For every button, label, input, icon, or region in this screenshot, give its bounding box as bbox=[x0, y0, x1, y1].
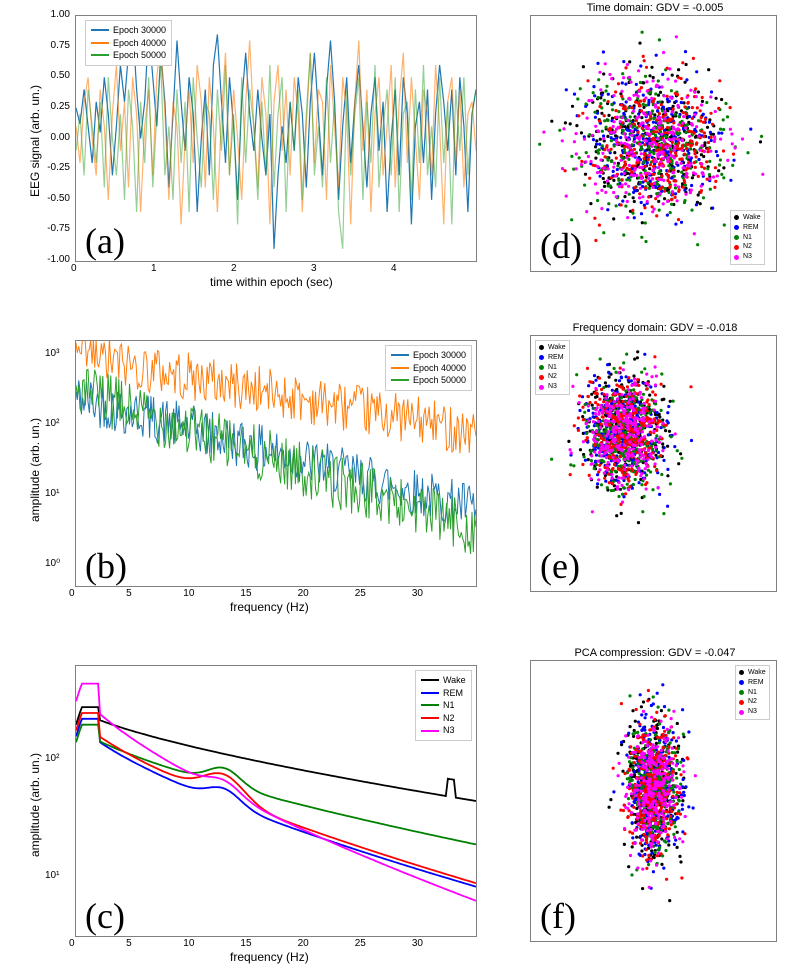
legend-item: Epoch 40000 bbox=[91, 37, 166, 50]
legend-item: Wake bbox=[734, 213, 761, 223]
legend-item: REM bbox=[539, 353, 566, 363]
legend-item: N2 bbox=[539, 372, 566, 382]
legend-item: N1 bbox=[739, 688, 766, 698]
panel-c-ylabel: amplitude (arb. un.) bbox=[28, 737, 42, 857]
legend-item: N3 bbox=[734, 252, 761, 262]
legend-item: N3 bbox=[539, 382, 566, 392]
panel-c-label: (c) bbox=[85, 895, 125, 937]
panel-e-label: (e) bbox=[540, 545, 580, 587]
legend-item: Epoch 40000 bbox=[391, 362, 466, 375]
panel-a-legend: Epoch 30000 Epoch 40000 Epoch 50000 bbox=[85, 20, 172, 66]
panel-b-label: (b) bbox=[85, 545, 127, 587]
panel-f-title: PCA compression: GDV = -0.047 bbox=[555, 647, 755, 659]
panel-b-ylabel: amplitude (arb. un.) bbox=[28, 402, 42, 522]
panel-f-legend: Wake REM N1 N2 N3 bbox=[735, 665, 770, 720]
legend-item: REM bbox=[421, 687, 466, 700]
panel-d-label: (d) bbox=[540, 225, 582, 267]
legend-item: N2 bbox=[739, 697, 766, 707]
legend-item: Epoch 50000 bbox=[391, 374, 466, 387]
legend-item: N3 bbox=[739, 707, 766, 717]
legend-item: N2 bbox=[421, 712, 466, 725]
legend-item: Epoch 30000 bbox=[91, 24, 166, 37]
legend-item: N1 bbox=[539, 363, 566, 373]
panel-b-xlabel: frequency (Hz) bbox=[230, 600, 309, 614]
legend-item: Epoch 30000 bbox=[391, 349, 466, 362]
legend-item: REM bbox=[739, 678, 766, 688]
legend-item: Wake bbox=[739, 668, 766, 678]
panel-b-legend: Epoch 30000 Epoch 40000 Epoch 50000 bbox=[385, 345, 472, 391]
legend-item: REM bbox=[734, 223, 761, 233]
panel-c-legend: Wake REM N1 N2 N3 bbox=[415, 670, 472, 741]
panel-f-label: (f) bbox=[540, 895, 576, 937]
panel-a-xlabel: time within epoch (sec) bbox=[210, 275, 333, 289]
panel-a-label: (a) bbox=[85, 220, 125, 262]
legend-item: N1 bbox=[421, 699, 466, 712]
legend-item: N3 bbox=[421, 724, 466, 737]
legend-item: N1 bbox=[734, 233, 761, 243]
legend-item: Wake bbox=[539, 343, 566, 353]
legend-item: Wake bbox=[421, 674, 466, 687]
panel-e-title: Frequency domain: GDV = -0.018 bbox=[555, 322, 755, 334]
legend-item: N2 bbox=[734, 242, 761, 252]
panel-d-title: Time domain: GDV = -0.005 bbox=[560, 2, 750, 14]
figure-container: (a) EEG signal (arb. un.) time within ep… bbox=[0, 0, 790, 974]
legend-item: Epoch 50000 bbox=[91, 49, 166, 62]
panel-e-legend: Wake REM N1 N2 N3 bbox=[535, 340, 570, 395]
panel-c-xlabel: frequency (Hz) bbox=[230, 950, 309, 964]
panel-d-legend: Wake REM N1 N2 N3 bbox=[730, 210, 765, 265]
